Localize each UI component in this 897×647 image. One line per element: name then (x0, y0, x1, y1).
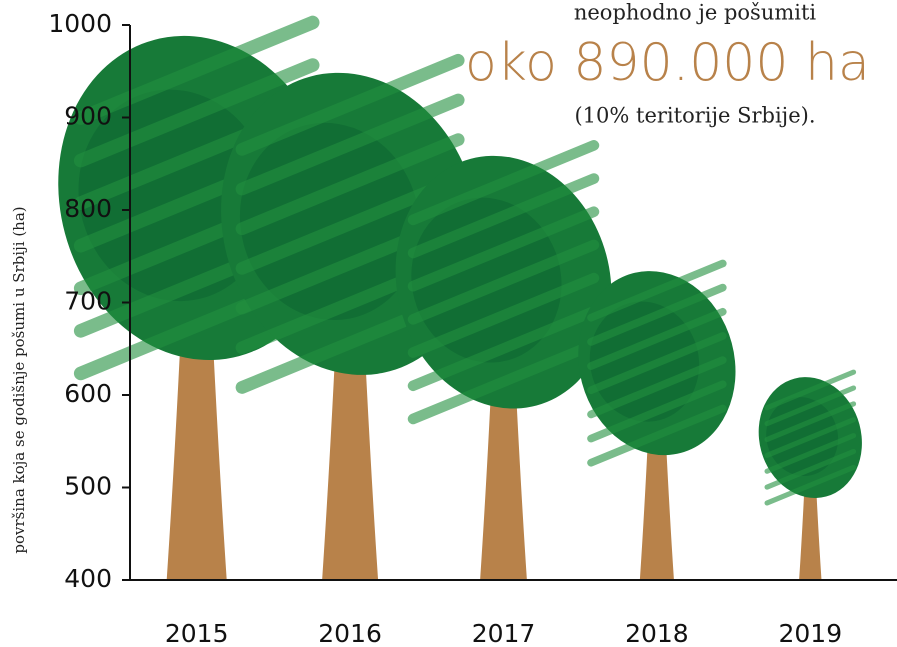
x-tick-label: 2018 (625, 619, 689, 647)
x-tick-label: 2015 (165, 619, 229, 647)
annotation-highlight: oko 890.000 ha (465, 33, 870, 93)
x-tick-label: 2017 (472, 619, 536, 647)
y-tick-label: 800 (64, 194, 112, 223)
annotation: neophodno je pošumiti (574, 1, 817, 25)
y-tick-label: 700 (64, 287, 112, 316)
y-axis-label: površina koja se godišnje pošumi u Srbij… (10, 206, 28, 553)
tree (745, 365, 875, 580)
x-tick-label: 2019 (778, 619, 842, 647)
annotation: (10% teritorije Srbije). (574, 104, 815, 128)
y-tick-label: 400 (64, 564, 112, 593)
y-tick-label: 500 (64, 472, 112, 501)
y-tick-label: 600 (64, 379, 112, 408)
x-tick-label: 2016 (318, 619, 382, 647)
y-tick-label: 900 (64, 102, 112, 131)
y-tick-label: 1000 (48, 9, 112, 38)
chart: površina koja se godišnje pošumi u Srbij… (0, 0, 897, 647)
